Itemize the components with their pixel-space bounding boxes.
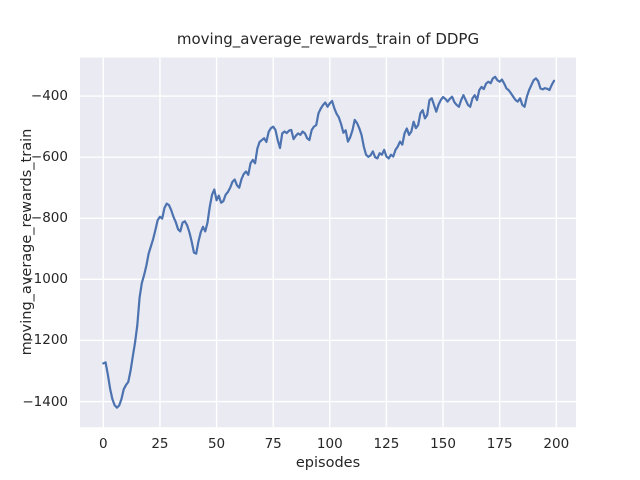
y-tick-label: −800 <box>30 210 68 227</box>
x-tick-label: 50 <box>207 436 226 452</box>
x-tick-label: 0 <box>99 436 108 452</box>
x-tick-label: 125 <box>373 436 400 452</box>
x-tick-label: 75 <box>264 436 282 452</box>
y-tick-label: −1400 <box>22 393 68 410</box>
x-tick-label: 25 <box>151 436 169 452</box>
axes-background <box>80 57 576 428</box>
reward-line <box>102 75 556 409</box>
chart-title: moving_average_rewards_train of DDPG <box>176 30 480 48</box>
x-tick-label: 200 <box>543 436 570 452</box>
y-tick-label: −400 <box>30 88 68 105</box>
x-tick-label: 100 <box>316 436 343 452</box>
x-axis-label: episodes <box>295 455 361 471</box>
y-tick-label: −600 <box>30 149 68 166</box>
x-tick-label: 175 <box>486 436 513 452</box>
y-tick-label: −1200 <box>22 332 68 349</box>
x-tick-label: 150 <box>430 436 456 452</box>
y-tick-label: −1000 <box>22 271 68 288</box>
